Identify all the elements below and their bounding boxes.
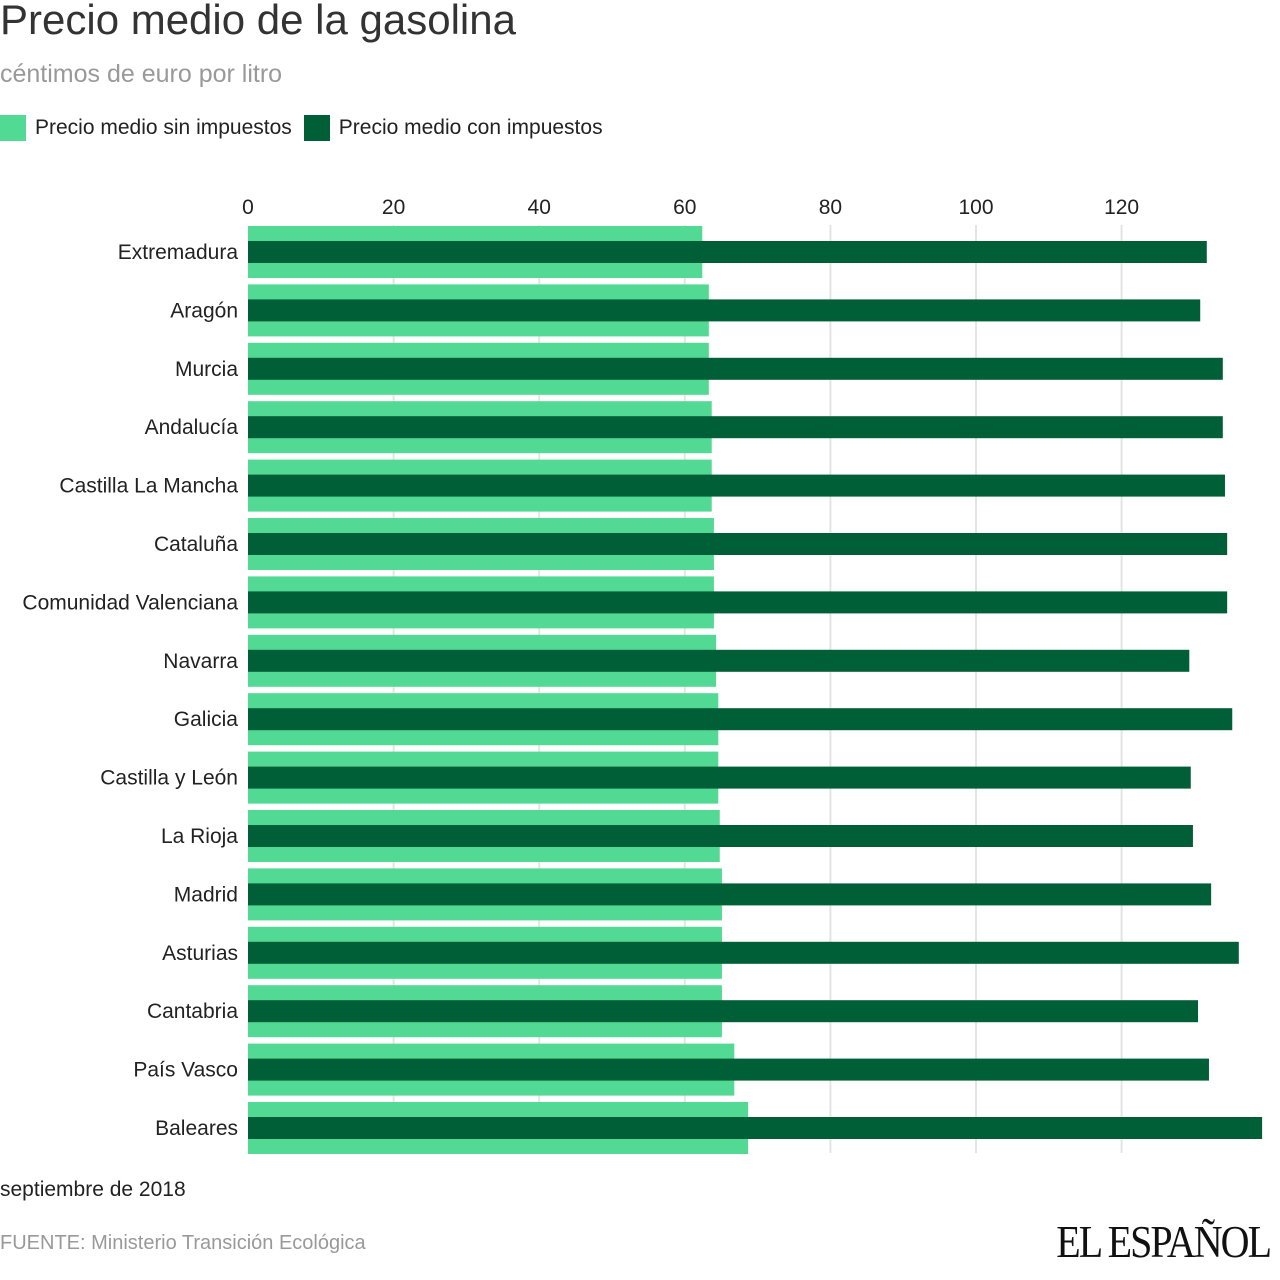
category-label: Galicia (174, 708, 239, 731)
x-tick-label: 0 (242, 196, 254, 219)
bar-con-impuestos (248, 533, 1228, 555)
chart-source: FUENTE: Ministerio Transición Ecológica (0, 1232, 366, 1254)
legend-label-sin-impuestos: Precio medio sin impuestos (35, 116, 292, 139)
legend-label-con-impuestos: Precio medio con impuestos (338, 116, 603, 139)
category-label: La Rioja (161, 825, 238, 848)
legend-swatch-con-impuestos (303, 115, 330, 141)
category-label: Madrid (174, 883, 238, 906)
bar-con-impuestos (248, 1000, 1199, 1023)
bar-con-impuestos (248, 1117, 1263, 1139)
bar-con-impuestos (248, 825, 1193, 847)
bar-con-impuestos (248, 1058, 1209, 1081)
category-label: Castilla La Mancha (59, 475, 238, 498)
x-tick-label: 80 (819, 196, 842, 219)
bar-con-impuestos (248, 357, 1223, 380)
bar-con-impuestos (248, 766, 1191, 789)
bar-con-impuestos (248, 241, 1207, 263)
category-label: Baleares (155, 1117, 238, 1140)
category-label: Cantabria (147, 1000, 238, 1023)
x-tick-label: 20 (382, 196, 405, 219)
category-label: País Vasco (133, 1059, 238, 1082)
chart-subtitle: céntimos de euro por litro (0, 60, 283, 88)
x-tick-label: 60 (673, 196, 696, 219)
category-label: Cataluña (154, 533, 238, 556)
legend: Precio medio sin impuestos Precio medio … (0, 115, 615, 141)
x-tick-label: 40 (528, 196, 551, 219)
category-label: Castilla y León (100, 767, 238, 790)
legend-swatch-sin-impuestos (0, 115, 26, 141)
x-tick-label: 120 (1104, 196, 1139, 219)
category-label: Asturias (162, 942, 238, 965)
category-label: Navarra (163, 650, 238, 673)
bar-con-impuestos (248, 883, 1212, 906)
bar-con-impuestos (248, 474, 1225, 497)
category-label: Andalucía (145, 416, 239, 439)
bar-con-impuestos (248, 708, 1233, 731)
category-label: Comunidad Valenciana (22, 591, 238, 614)
el-espanol-logo: EL ESPAÑOL (1056, 1215, 1272, 1268)
x-tick-label: 100 (958, 196, 993, 219)
bar-con-impuestos (248, 299, 1201, 322)
bar-con-impuestos (248, 941, 1239, 964)
bar-con-impuestos (248, 649, 1190, 672)
bar-con-impuestos (248, 591, 1228, 614)
category-label: Extremadura (118, 241, 239, 264)
category-label: Murcia (175, 358, 238, 381)
bar-con-impuestos (248, 416, 1223, 439)
chart-title: Precio medio de la gasolina (0, 0, 516, 43)
chart-note: septiembre de 2018 (0, 1178, 186, 1201)
category-label: Aragón (170, 299, 238, 322)
